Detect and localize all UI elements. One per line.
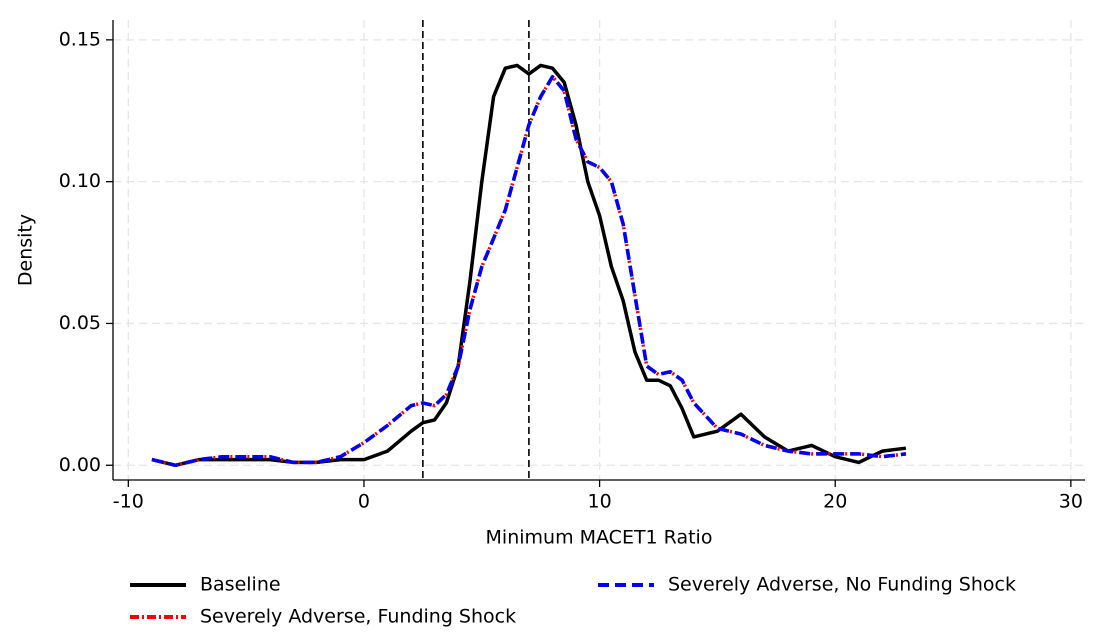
legend-label: Baseline	[200, 574, 281, 596]
x-tick-label: 0	[358, 491, 370, 513]
y-tick-label: 0.00	[59, 454, 101, 476]
legend-label: Severely Adverse, Funding Shock	[200, 606, 516, 628]
y-axis-label: Density	[15, 214, 37, 286]
legend-label: Severely Adverse, No Funding Shock	[668, 574, 1016, 596]
y-tick-label: 0.05	[59, 312, 101, 334]
x-tick-label: 30	[1059, 491, 1083, 513]
series-line	[151, 74, 907, 468]
x-axis-label: Minimum MACET1 Ratio	[486, 527, 713, 549]
x-tick-label: -10	[113, 491, 144, 513]
x-tick-label: 20	[823, 491, 847, 513]
y-tick-label: 0.10	[59, 170, 101, 192]
y-tick-label: 0.15	[59, 28, 101, 50]
x-tick-label: 10	[587, 491, 611, 513]
